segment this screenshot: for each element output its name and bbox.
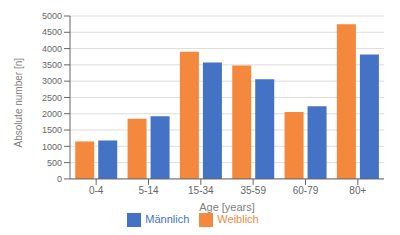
svg-text:4500: 4500	[42, 27, 62, 37]
svg-text:1000: 1000	[42, 142, 62, 152]
html-text:Männlich: Männlich	[145, 212, 190, 225]
svg-text:5000: 5000	[42, 11, 62, 21]
svg-text:Absolute number [n]: Absolute number [n]	[13, 58, 24, 148]
svg-text:500: 500	[47, 158, 62, 168]
svg-text:Age [years]: Age [years]	[199, 201, 255, 213]
svg-text:3000: 3000	[42, 76, 62, 86]
svg-text:60-79: 60-79	[293, 185, 319, 196]
svg-text:15-34: 15-34	[188, 185, 214, 196]
svg-text:5-14: 5-14	[138, 185, 158, 196]
html-text:Weiblich: Weiblich	[217, 212, 259, 225]
svg-text:4000: 4000	[42, 44, 62, 54]
svg-text:80+: 80+	[349, 185, 366, 196]
svg-text:3500: 3500	[42, 60, 62, 70]
svg-text:0: 0	[57, 174, 62, 184]
svg-text:35-59: 35-59	[240, 185, 266, 196]
svg-text:1500: 1500	[42, 125, 62, 135]
svg-text:2500: 2500	[42, 93, 62, 103]
svg-text:2000: 2000	[42, 109, 62, 119]
svg-text:0-4: 0-4	[89, 185, 104, 196]
